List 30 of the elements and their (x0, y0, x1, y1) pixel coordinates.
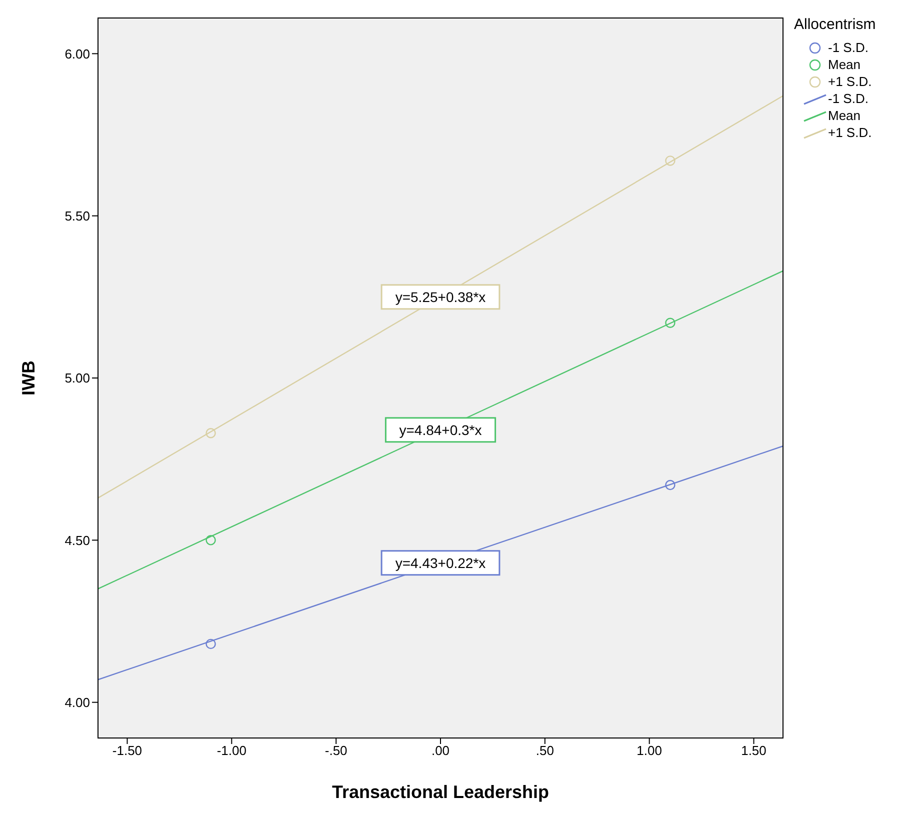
legend-label: +1 S.D. (828, 74, 872, 89)
x-tick-label: .50 (536, 743, 554, 758)
legend-label: +1 S.D. (828, 125, 872, 140)
point (665, 480, 676, 490)
x-tick-label: 1.50 (741, 743, 766, 758)
point (206, 535, 216, 546)
x-axis-title: Transactional Leadership (332, 782, 550, 802)
annotation: y=4.84+0.3*x (399, 422, 482, 438)
point (665, 318, 676, 328)
point (665, 156, 676, 166)
y-tick-label: 6.00 (64, 46, 90, 62)
y-tick-label: 5.00 (64, 370, 90, 386)
annotation: y=5.25+0.38*x (395, 288, 486, 305)
y-tick-label: 4.50 (64, 532, 90, 548)
y-tick-label: 4.00 (64, 694, 90, 710)
x-tick-label: -1.50 (112, 743, 142, 758)
x-tick-label: .00 (431, 743, 450, 758)
x-tick-label: -.50 (324, 743, 348, 758)
annotation: y=4.43+0.22*x (395, 554, 486, 571)
legend-label: -1 S.D. (828, 40, 868, 55)
legend-label: Mean (828, 108, 861, 123)
legend-label: -1 S.D. (828, 91, 868, 106)
x-tick-label: 1.00 (636, 743, 662, 758)
legend-title: Allocentrism (794, 16, 876, 33)
x-tick-label: -1.00 (216, 743, 246, 758)
y-axis-title: IWB (18, 360, 38, 396)
point (206, 428, 216, 438)
y-tick-label: 5.50 (64, 208, 90, 224)
legend-label: Mean (828, 57, 861, 72)
point (206, 638, 216, 650)
